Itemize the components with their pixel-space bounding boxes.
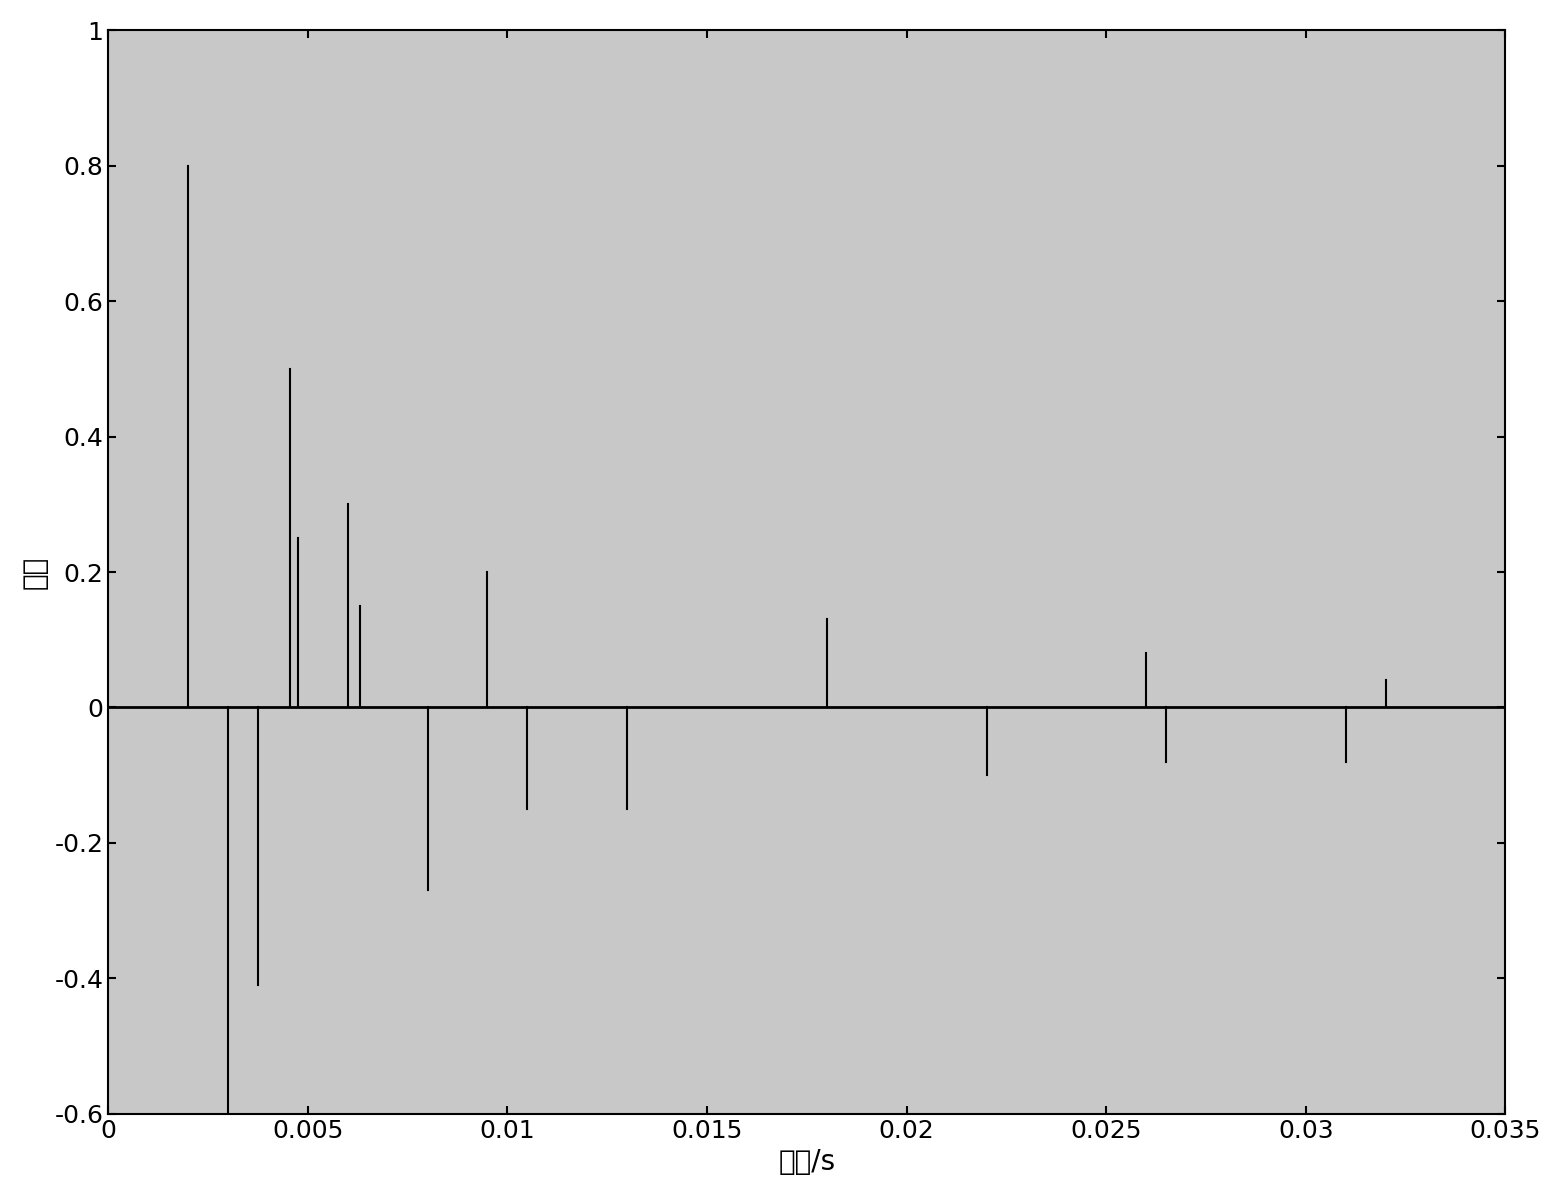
X-axis label: 时间/s: 时间/s	[778, 1148, 836, 1177]
Y-axis label: 幅度: 幅度	[20, 555, 48, 589]
